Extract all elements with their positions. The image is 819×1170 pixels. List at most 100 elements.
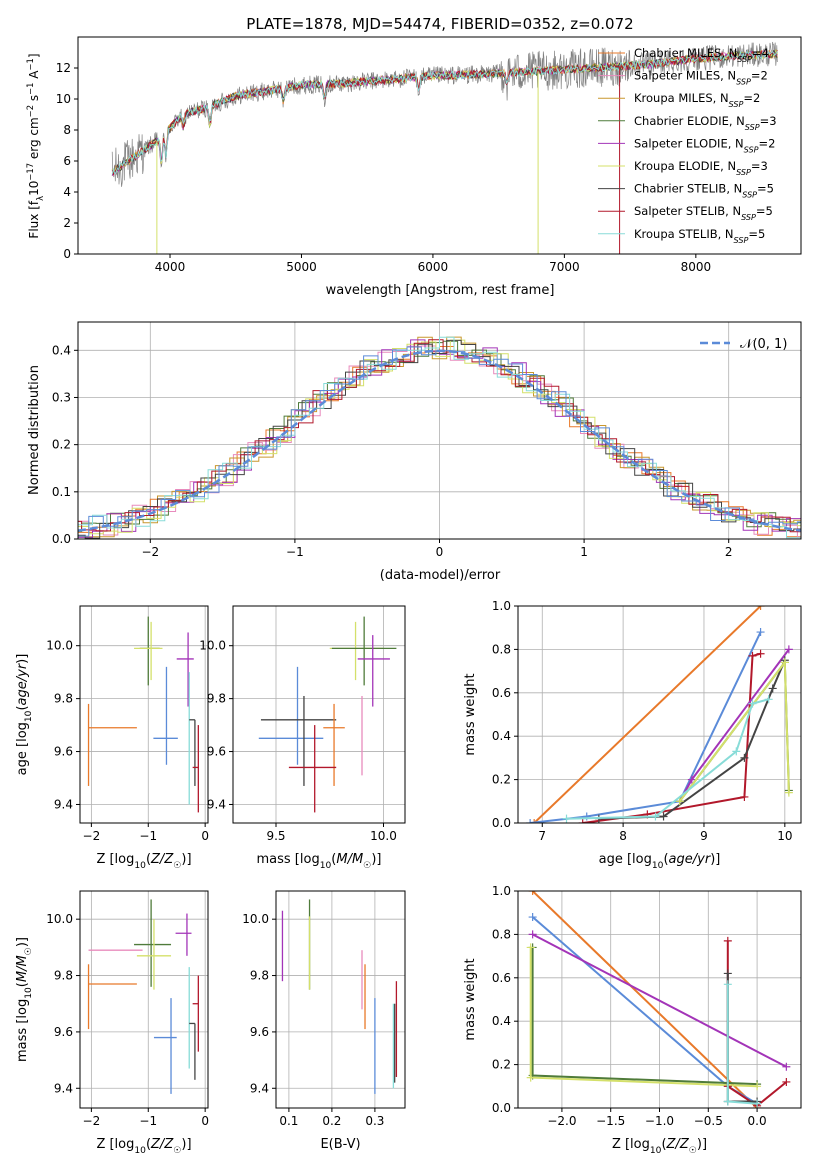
histogram-x-label: (data-model)/error <box>380 568 501 583</box>
y-tick-label: 9.4 <box>54 1081 73 1095</box>
weight-marker <box>764 695 773 704</box>
age-vs-metallicity-panel-y-label: age [log10(age/yr)] <box>15 654 34 776</box>
weight-marker <box>723 1097 732 1106</box>
x-tick-label: −1 <box>286 545 304 559</box>
y-tick-label: 0.4 <box>52 343 71 357</box>
weight-line-orange <box>533 606 762 823</box>
weight-marker <box>659 812 668 821</box>
gaussian-reference <box>78 349 801 532</box>
mass-vs-ebv-panel: 0.1 0.2 0.3 9.4 9.6 9.8 10.0 <box>242 890 406 1128</box>
weight-line-olive <box>531 947 758 1086</box>
x-tick-label: 0 <box>201 829 209 843</box>
histogram-olive <box>78 340 801 532</box>
weight-marker <box>768 684 777 693</box>
histogram-dgray <box>78 339 801 539</box>
legend-entry: Kroupa STELIB, NSSP=5 <box>634 227 765 245</box>
mass-vs-metallicity-panel-x-label: Z [log10(Z/Z☉)] <box>96 1137 191 1156</box>
weight-marker <box>784 788 793 797</box>
y-tick-label: 9.4 <box>54 797 73 811</box>
y-tick-label: 9.8 <box>54 969 73 983</box>
y-tick-label: 0.8 <box>492 927 511 941</box>
y-tick-label: 9.6 <box>54 745 73 759</box>
residual-histogram-panel: −2 −1 0 1 2 0.0 0.1 0.2 0.3 0.4 𝒩(0, 1) <box>52 321 802 559</box>
model-spectrum-cyan <box>111 49 778 176</box>
weight-vs-age-panel: 7 8 9 10 0.0 0.2 0.4 0.6 0.8 1.0 <box>492 599 802 843</box>
mass-vs-metallicity-panel: −2 −1 0 9.4 9.6 9.8 10.0 <box>46 890 209 1128</box>
age-vs-metallicity-panel: −2 −1 0 9.4 9.6 9.8 10.0 <box>46 605 209 843</box>
x-tick-label: 5000 <box>286 260 317 274</box>
weight-vs-age-panel-x-label: age [log10(age/yr)] <box>599 852 721 871</box>
legend-entry: Chabrier STELIB, NSSP=5 <box>634 182 774 200</box>
histogram-cyan <box>78 336 801 539</box>
x-tick-label: 0.0 <box>748 1114 767 1128</box>
weight-marker <box>528 930 537 939</box>
weight-marker <box>526 819 535 823</box>
legend-entry: 𝒩(0, 1) <box>740 337 787 352</box>
plot-area <box>78 336 801 539</box>
weight-line-red <box>582 652 761 823</box>
legend-entry: Kroupa MILES, NSSP=2 <box>634 91 760 109</box>
legend-entry: Chabrier ELODIE, NSSP=3 <box>634 114 777 132</box>
legend-entry: Salpeter ELODIE, NSSP=2 <box>634 136 775 154</box>
x-tick-label: −2 <box>83 829 101 843</box>
y-tick-label: 0.0 <box>492 816 511 830</box>
x-tick-label: 0.3 <box>365 1114 384 1128</box>
x-tick-label: 8000 <box>681 260 712 274</box>
y-tick-label: 9.6 <box>54 1025 73 1039</box>
y-tick-label: 0.3 <box>52 390 71 404</box>
weight-marker <box>528 913 537 922</box>
axes-frame <box>275 890 406 1109</box>
weight-marker <box>723 980 732 989</box>
x-tick-label: 10 <box>777 829 792 843</box>
x-tick-label: 8 <box>619 829 627 843</box>
age-vs-mass-panel-x-label: mass [log10(M/M☉)] <box>257 852 382 871</box>
x-tick-label: −0.5 <box>694 1114 723 1128</box>
y-tick-label: 0.2 <box>492 1058 511 1072</box>
axes-frame <box>79 890 209 1109</box>
weight-marker <box>526 943 535 952</box>
weight-marker <box>528 891 537 895</box>
y-tick-label: 1.0 <box>492 884 511 898</box>
x-tick-label: 7 <box>538 829 546 843</box>
histogram-y-label: Normed distribution <box>27 365 42 495</box>
age-vs-mass-panel: 9.5 10.0 9.4 9.6 9.8 10.0 <box>199 605 406 843</box>
weight-vs-metallicity-panel-x-label: Z [log10(Z/Z☉)] <box>612 1137 707 1156</box>
x-tick-label: 0 <box>436 545 444 559</box>
y-tick-label: 0.1 <box>52 485 71 499</box>
weight-marker <box>782 1077 791 1086</box>
weight-line-dgray <box>598 659 786 820</box>
x-tick-label: −1 <box>139 829 157 843</box>
weight-line-purple <box>532 933 787 1068</box>
weight-marker <box>723 969 732 978</box>
y-tick-label: 9.8 <box>250 969 269 983</box>
spectrum-panel: 4000 5000 6000 7000 8000 0 2 4 6 8 10 12 <box>56 36 802 274</box>
weight-vs-metallicity-panel-y-label: mass weight <box>463 958 478 1040</box>
y-tick-label: 0.0 <box>492 1101 511 1115</box>
y-tick-label: 10.0 <box>199 639 226 653</box>
weight-marker <box>784 645 793 654</box>
axes-frame <box>517 605 802 824</box>
y-tick-label: 0.6 <box>492 686 511 700</box>
plot-area <box>87 899 199 1094</box>
y-tick-label: 0 <box>63 247 71 261</box>
axes-frame <box>232 605 406 824</box>
x-tick-label: −1.0 <box>645 1114 674 1128</box>
y-tick-label: 9.4 <box>207 797 226 811</box>
y-tick-label: 0.8 <box>492 642 511 656</box>
axes-frame <box>517 890 802 1109</box>
weight-marker <box>740 753 749 762</box>
x-tick-label: 10.0 <box>370 829 397 843</box>
axes-frame <box>77 321 802 540</box>
legend-entry: Salpeter STELIB, NSSP=5 <box>634 204 773 222</box>
plot-area <box>87 616 199 813</box>
weight-marker <box>526 1073 535 1082</box>
x-tick-label: 6000 <box>418 260 449 274</box>
mass-vs-metallicity-panel-y-label: mass [log10(M/M☉)] <box>15 937 34 1062</box>
weight-line-yellow <box>678 659 790 802</box>
spectrum-y-label: Flux [fλ10−17 erg cm−2 s−1 A−1] <box>25 53 45 238</box>
histogram-yellow <box>78 339 801 535</box>
legend-entry: Salpeter MILES, NSSP=2 <box>634 69 768 87</box>
weight-marker <box>582 812 591 821</box>
y-tick-label: 6 <box>63 154 71 168</box>
weight-marker <box>756 606 765 610</box>
